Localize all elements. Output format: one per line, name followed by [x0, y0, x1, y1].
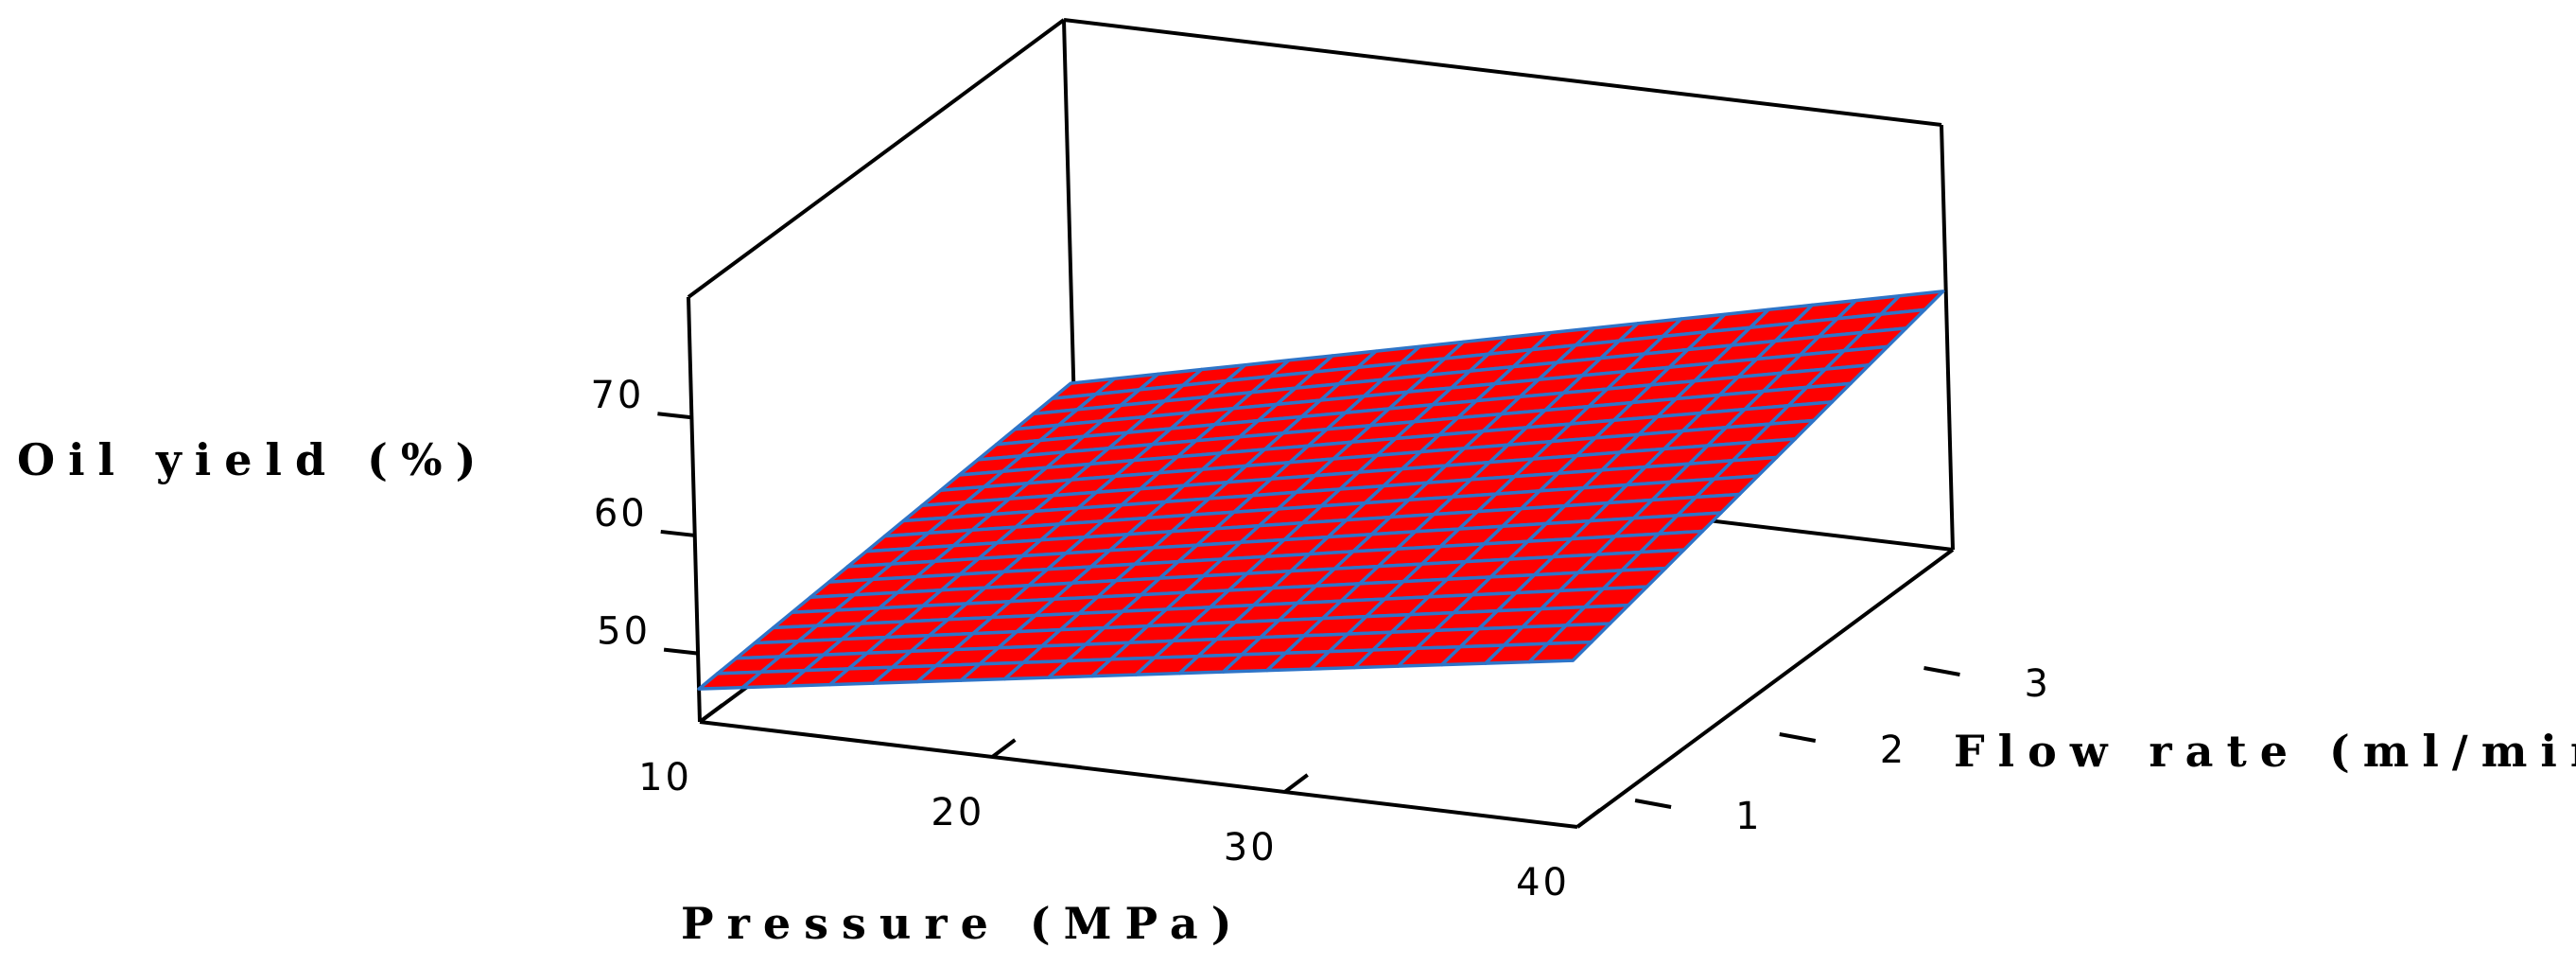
x-tick-label-10: 10 — [638, 756, 692, 799]
x-tick-20 — [991, 738, 1017, 759]
frame-floor-right-edge — [1575, 548, 1955, 829]
y-tick-label-1: 1 — [1735, 795, 1762, 838]
y-tick-label-2: 2 — [1880, 729, 1906, 772]
frame-left-vertical — [687, 296, 702, 723]
response-surface — [697, 290, 1945, 691]
frame-floor-front-edge — [699, 720, 1578, 829]
frame-back-left-vertical — [1062, 19, 1077, 446]
z-tick-label-70: 70 — [590, 374, 644, 417]
x-tick-30 — [1283, 773, 1309, 794]
y-tick-1 — [1634, 799, 1672, 809]
frame-top-back-edge — [1063, 18, 1942, 127]
x-tick-40 — [1575, 808, 1602, 829]
z-tick-label-50: 50 — [597, 610, 651, 654]
x-tick-label-30: 30 — [1224, 826, 1278, 869]
z-tick-label-60: 60 — [594, 492, 648, 536]
x-tick-label-20: 20 — [931, 791, 984, 834]
x-tick-10 — [698, 703, 724, 724]
y-tick-2 — [1779, 732, 1817, 743]
z-axis-title: Oil yield (%) — [17, 434, 489, 485]
frame-back-right-vertical — [1940, 124, 1955, 551]
z-tick-50 — [663, 647, 699, 656]
y-tick-3 — [1923, 666, 1960, 676]
y-axis-title: Flow rate (ml/min) — [1954, 726, 2576, 777]
surface-cell-19-0 — [1527, 640, 1593, 664]
y-tick-label-3: 3 — [2024, 662, 2050, 706]
x-axis-title: Pressure (MPa) — [681, 898, 1244, 949]
axis-ticks: 50 60 70 10 20 30 40 1 2 3 — [590, 374, 2050, 905]
frame-top-left-edge — [687, 18, 1066, 299]
z-tick-70 — [657, 412, 692, 420]
x-tick-label-40: 40 — [1516, 861, 1570, 905]
z-tick-60 — [660, 529, 695, 537]
